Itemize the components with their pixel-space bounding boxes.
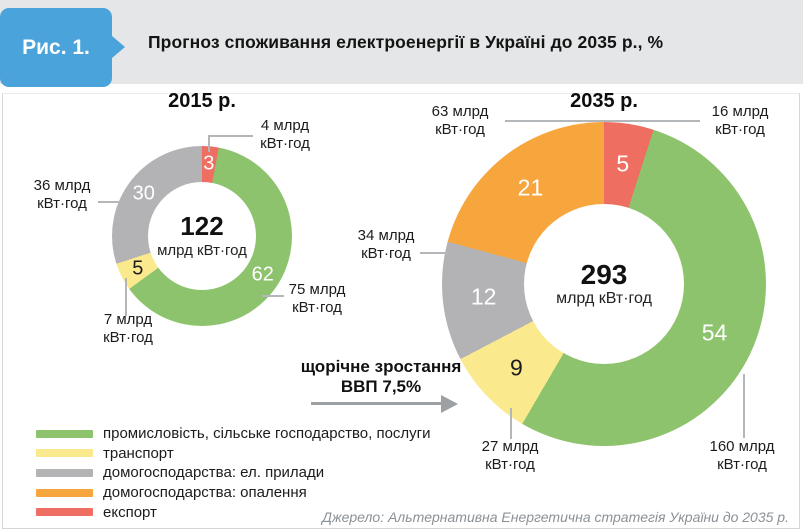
segment-value-label: 3 <box>203 152 215 175</box>
donut-2035-hole: 293 млрд кВт·год <box>524 204 684 364</box>
callout-export-2015: 4 млрд кВт·год <box>260 117 310 153</box>
gdp-growth-annotation: щорічне зростання ВВП 7,5% <box>290 357 472 398</box>
callout-industry-2035: 160 млрд кВт·год <box>709 438 775 474</box>
segment-value-label: 5 <box>132 257 144 280</box>
arrow-head-icon <box>441 395 458 413</box>
donut-2035-unit: млрд кВт·год <box>556 290 652 308</box>
leader-line-appliances-2015 <box>98 201 122 203</box>
figure-number-label: Рис. 1. <box>22 35 90 59</box>
legend-label: домогосподарства: опалення <box>103 484 307 502</box>
donut-chart-2015: 122 млрд кВт·год 3 62 5 30 <box>112 146 292 326</box>
donut-2035-title: 2035 р. <box>570 90 638 112</box>
segment-value-label: 62 <box>251 263 274 286</box>
legend-item: транспорт <box>36 444 431 464</box>
callout-heating-2035: 63 млрд кВт·год <box>431 103 489 139</box>
donut-2015-unit: млрд кВт·год <box>157 241 247 259</box>
legend-item: домогосподарства: ел. прилади <box>36 463 431 483</box>
legend-label: транспорт <box>103 444 174 462</box>
legend-swatch <box>36 468 93 477</box>
donut-chart-2035: 293 млрд кВт·год 5 54 9 12 21 <box>442 122 766 446</box>
legend-swatch <box>36 488 93 497</box>
legend-item: промисловість, сільське господарство, по… <box>36 424 431 444</box>
source-note: Джерело: Альтернативна Енергетична страт… <box>322 509 789 525</box>
legend-label: промисловість, сільське господарство, по… <box>103 425 431 443</box>
legend: промисловість, сільське господарство, по… <box>36 424 431 522</box>
donut-2015-title: 2015 р. <box>168 90 236 112</box>
leader-line-export-2015-v <box>208 135 210 152</box>
arrow-icon <box>311 402 441 405</box>
leader-line-export-2015 <box>208 135 253 137</box>
callout-transport-2035: 27 млрд кВт·год <box>481 438 539 474</box>
figure-number-badge: Рис. 1. <box>0 8 112 87</box>
segment-value-label: 21 <box>517 174 544 201</box>
figure-title: Прогноз споживання електроенергії в Укра… <box>148 32 664 52</box>
callout-appliances-2035: 34 млрд кВт·год <box>357 227 415 263</box>
legend-swatch <box>36 449 93 458</box>
leader-line-transport-2015 <box>125 278 127 316</box>
leader-line-industry-2015 <box>262 295 284 297</box>
callout-export-2035: 16 млрд кВт·год <box>711 103 769 139</box>
donut-2015-hole: 122 млрд кВт·год <box>148 182 256 290</box>
segment-value-label: 5 <box>616 150 630 177</box>
segment-value-label: 12 <box>470 283 497 310</box>
legend-label: експорт <box>103 503 157 521</box>
gdp-growth-line1: щорічне зростання <box>300 357 462 376</box>
segment-value-label: 30 <box>132 182 155 205</box>
header-strip <box>0 0 803 84</box>
leader-line-appliances-2035 <box>420 252 448 254</box>
gdp-growth-line2: ВВП 7,5% <box>340 377 422 397</box>
donut-2035-total: 293 <box>580 258 628 290</box>
legend-swatch <box>36 429 93 438</box>
leader-line-industry-2035 <box>743 374 745 438</box>
segment-value-label: 9 <box>510 354 523 381</box>
leader-line-2035-top <box>505 120 700 122</box>
legend-item: домогосподарства: опалення <box>36 483 431 503</box>
legend-swatch <box>36 508 93 517</box>
legend-label: домогосподарства: ел. прилади <box>103 464 325 482</box>
callout-appliances-2015: 36 млрд кВт·год <box>33 177 91 213</box>
callout-transport-2015: 7 млрд кВт·год <box>103 311 153 347</box>
leader-line-transport-2035 <box>510 408 512 439</box>
callout-industry-2015: 75 млрд кВт·год <box>288 281 346 317</box>
segment-value-label: 54 <box>701 319 728 346</box>
badge-arrow-tip <box>112 36 125 58</box>
legend-item: експорт <box>36 502 431 522</box>
donut-2015-total: 122 <box>180 211 224 242</box>
